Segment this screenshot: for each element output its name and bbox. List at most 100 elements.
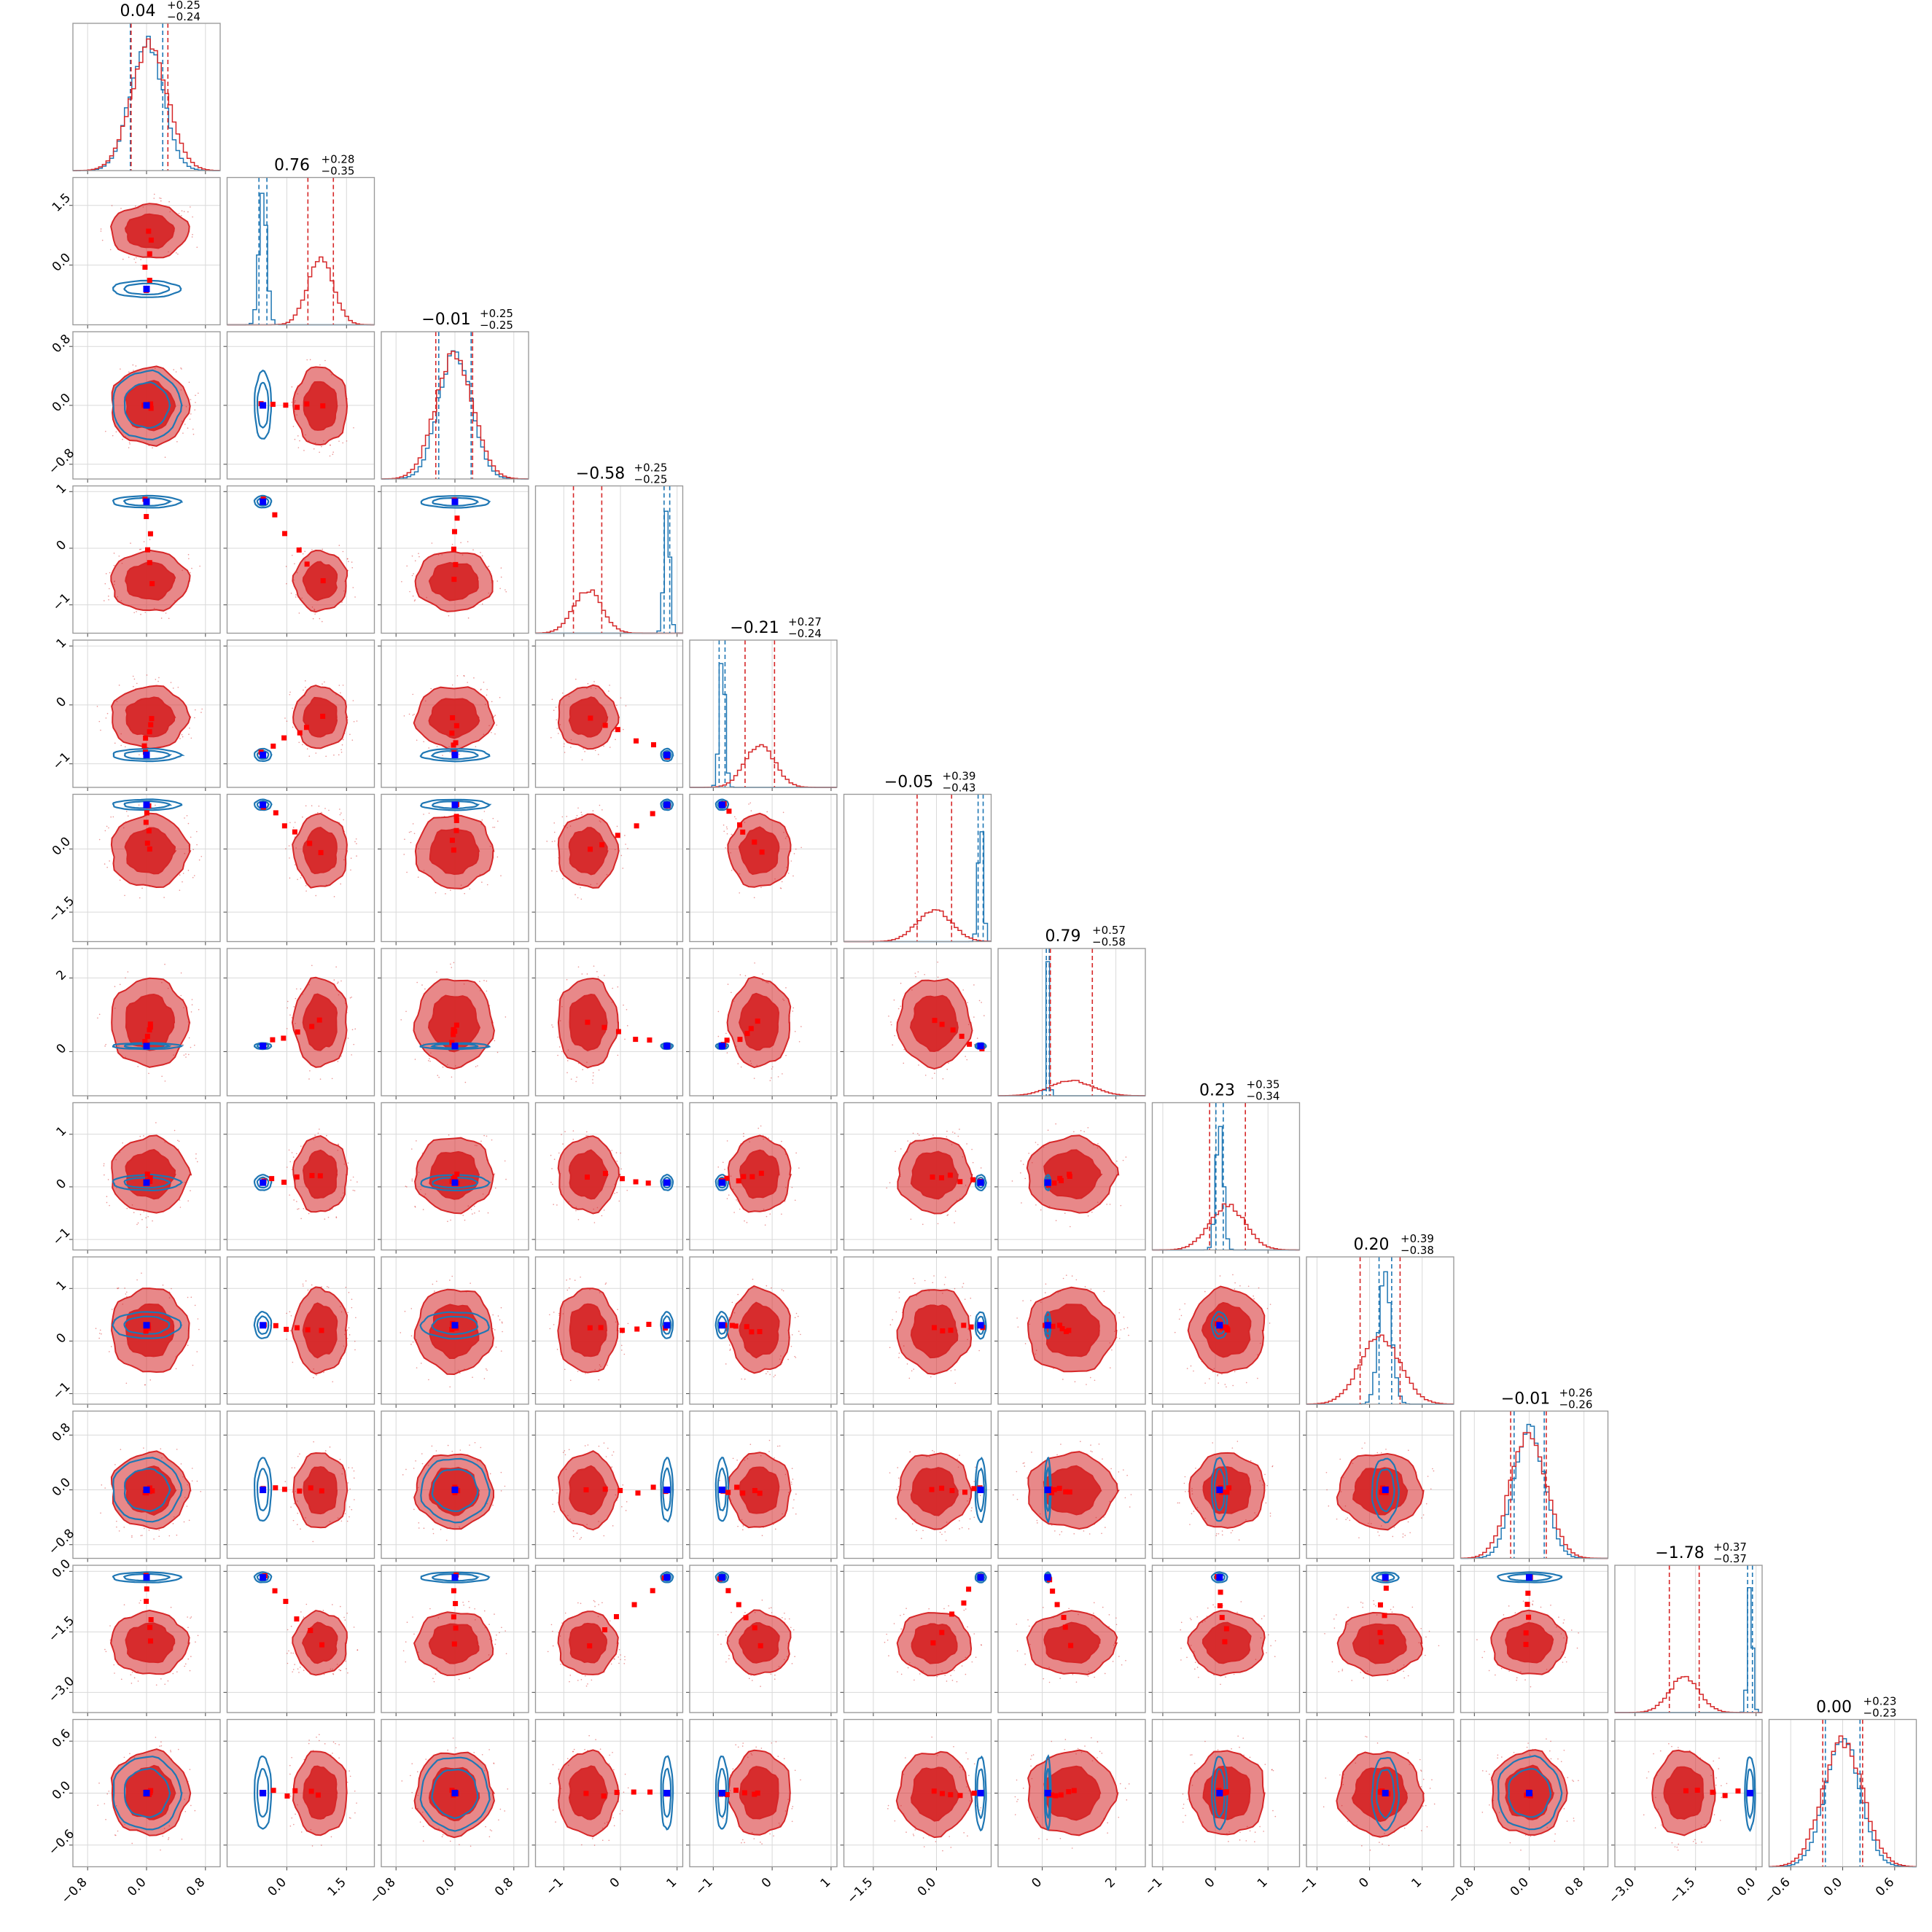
- sample-point: [348, 1467, 350, 1468]
- sample-point: [104, 1648, 106, 1651]
- sample-point: [1421, 1517, 1422, 1519]
- blue-marker: [977, 1574, 984, 1581]
- sample-point: [608, 1763, 610, 1765]
- panel-8-2: [378, 1256, 529, 1408]
- red-marker: [633, 1179, 639, 1185]
- sample-point: [963, 1832, 965, 1834]
- panel-7-1: [223, 1102, 375, 1254]
- sample-point: [935, 1841, 937, 1842]
- red-marker: [962, 1489, 968, 1495]
- sample-point: [584, 1445, 586, 1446]
- sample-point: [946, 1068, 949, 1070]
- x-tick-label: 0.8: [1562, 1875, 1586, 1899]
- sample-point: [432, 1532, 435, 1535]
- sample-point: [626, 1025, 628, 1027]
- sample-point: [717, 1166, 720, 1168]
- sample-point: [1185, 1491, 1186, 1492]
- sample-point: [768, 1439, 771, 1441]
- sample-point: [342, 739, 344, 741]
- sample-point: [887, 1639, 889, 1641]
- sample-point: [335, 966, 337, 968]
- sample-point: [122, 438, 123, 440]
- sample-point: [505, 1653, 507, 1654]
- sample-point: [1438, 1645, 1440, 1647]
- sample-point: [109, 1625, 111, 1627]
- sample-point: [352, 700, 354, 701]
- sample-point: [553, 1204, 554, 1205]
- sample-point: [288, 845, 290, 846]
- panel-6-6: 0.79 +0.57−0.58: [997, 924, 1146, 1099]
- sample-point: [298, 612, 300, 614]
- sample-point: [337, 1061, 339, 1062]
- sample-point: [464, 892, 465, 895]
- sample-point: [561, 692, 564, 694]
- sample-point: [790, 1345, 792, 1347]
- sample-point: [319, 451, 320, 453]
- sample-point: [322, 1610, 324, 1611]
- sample-point: [324, 1450, 327, 1452]
- sample-point: [1073, 1532, 1075, 1535]
- sample-point: [153, 193, 155, 195]
- sample-point: [332, 1672, 334, 1675]
- sample-point: [442, 755, 443, 756]
- sample-point: [1064, 1748, 1066, 1750]
- panel-title: −0.05: [884, 774, 933, 792]
- sample-point: [937, 1223, 939, 1225]
- sample-point: [140, 259, 141, 260]
- sample-point: [1101, 1532, 1102, 1535]
- red-marker: [453, 1625, 459, 1631]
- sample-point: [914, 973, 916, 974]
- sample-point: [924, 1279, 926, 1282]
- panel-6-3: [531, 948, 684, 1099]
- sample-point: [285, 848, 287, 850]
- sample-point: [580, 898, 583, 900]
- sample-point: [895, 1150, 896, 1153]
- sample-point: [1713, 1814, 1715, 1815]
- sample-point: [1044, 1292, 1046, 1293]
- panel-border: [381, 1410, 529, 1559]
- sample-point: [911, 1523, 914, 1524]
- panel-border: [689, 1718, 838, 1868]
- sample-point: [1094, 1379, 1096, 1382]
- panel-border: [689, 1565, 838, 1713]
- sample-point: [1236, 1611, 1238, 1613]
- sample-point: [289, 1014, 291, 1016]
- sample-point: [611, 1454, 613, 1456]
- sample-point: [556, 1349, 558, 1350]
- panel-border: [843, 793, 992, 943]
- blue-contour-inner: [431, 1468, 480, 1513]
- sample-point: [1328, 1505, 1330, 1507]
- red-marker: [749, 1329, 755, 1335]
- sample-point: [504, 1810, 506, 1812]
- x-tick-label: 0: [1356, 1875, 1372, 1891]
- sample-point: [782, 1290, 784, 1292]
- sample-point: [555, 1821, 556, 1823]
- sample-point: [139, 1135, 141, 1137]
- panel-frame: [534, 485, 684, 634]
- panel-border: [1460, 1565, 1609, 1713]
- blue-contour-outer: [1497, 1571, 1563, 1584]
- sample-point: [1500, 1667, 1503, 1670]
- blue-marker: [1746, 1790, 1753, 1796]
- sample-point: [1087, 1215, 1089, 1217]
- sample-point: [1191, 1754, 1193, 1756]
- sample-point: [577, 807, 579, 809]
- sample-point: [561, 816, 564, 818]
- sample-point: [432, 1678, 434, 1679]
- sample-point: [603, 745, 604, 747]
- sample-point: [195, 402, 196, 403]
- sample-point: [1232, 1274, 1234, 1276]
- sample-point: [201, 708, 203, 710]
- sample-point: [1226, 1386, 1227, 1388]
- sample-point: [141, 1272, 142, 1274]
- sample-point: [197, 1318, 199, 1320]
- sample-point: [618, 1328, 620, 1330]
- red-marker: [757, 1328, 763, 1334]
- sample-point: [295, 997, 297, 1000]
- sample-point: [168, 618, 170, 620]
- sample-point: [108, 827, 109, 829]
- sample-point: [1093, 1602, 1095, 1604]
- sample-point: [1420, 1769, 1422, 1771]
- sample-point: [292, 726, 294, 728]
- title-lower-error: −0.43: [943, 782, 976, 795]
